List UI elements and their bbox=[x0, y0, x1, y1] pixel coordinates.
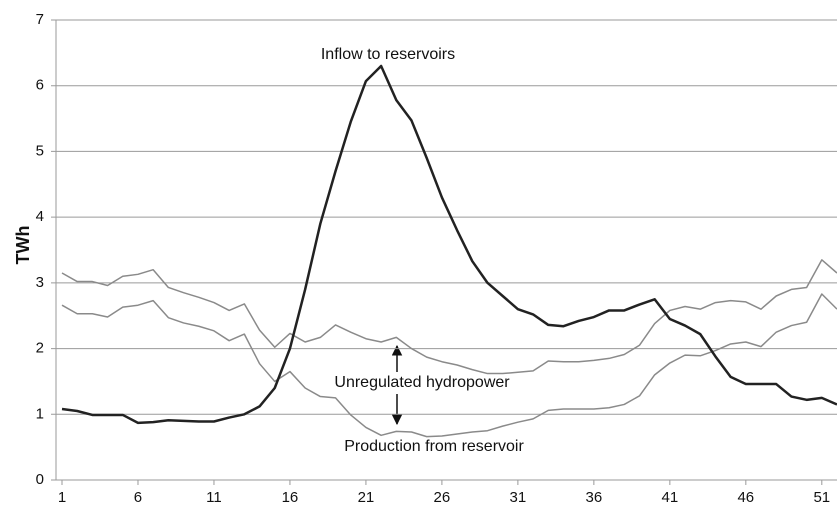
y-axis-label: TWh bbox=[13, 226, 33, 265]
annotation: Unregulated hydropower bbox=[334, 374, 510, 391]
y-tick-label: 0 bbox=[36, 471, 44, 488]
annotation: Inflow to reservoirs bbox=[321, 46, 455, 63]
line bbox=[61, 259, 837, 375]
x-tick-label: 21 bbox=[358, 489, 375, 506]
x-tick-label: 6 bbox=[134, 489, 142, 506]
y-tick-label: 7 bbox=[36, 11, 44, 28]
x-tick-label: 1 bbox=[58, 489, 66, 506]
line bbox=[61, 293, 837, 438]
x-tick-label: 36 bbox=[586, 489, 603, 506]
y-tick-label: 3 bbox=[36, 274, 44, 291]
y-tick-label: 2 bbox=[36, 340, 44, 357]
annotation: Production from reservoir bbox=[344, 438, 524, 455]
x-tick-label: 41 bbox=[661, 489, 678, 506]
x-tick-label: 16 bbox=[282, 489, 299, 506]
line bbox=[61, 64, 837, 425]
y-tick-label: 5 bbox=[36, 142, 44, 159]
x-tick-label: 11 bbox=[206, 489, 222, 506]
y-tick-label: 1 bbox=[36, 405, 44, 422]
x-tick-label: 31 bbox=[510, 489, 527, 506]
x-tick-label: 51 bbox=[813, 489, 830, 506]
x-tick-label: 46 bbox=[737, 489, 754, 506]
y-tick-label: 4 bbox=[36, 208, 44, 225]
y-tick-label: 6 bbox=[36, 77, 44, 94]
x-tick-label: 26 bbox=[434, 489, 451, 506]
